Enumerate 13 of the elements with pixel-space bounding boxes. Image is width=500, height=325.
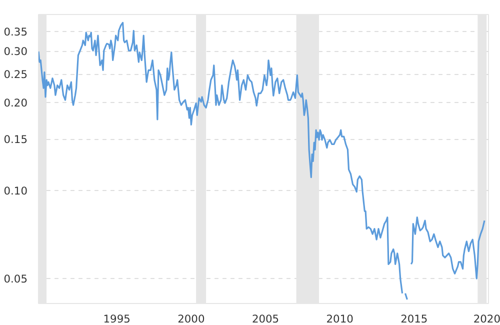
y-tick-label: 0.25 <box>4 68 28 82</box>
x-tick-label: 2000 <box>178 312 205 325</box>
y-tick-label: 0.35 <box>4 25 28 38</box>
y-tick-label: 0.15 <box>4 133 28 146</box>
y-tick-label: 0.05 <box>4 272 28 286</box>
x-tick-label: 2020 <box>473 312 500 325</box>
x-tick-label: 1995 <box>103 312 130 325</box>
x-tick-label: 2010 <box>326 312 354 325</box>
y-tick-label: 0.30 <box>4 45 28 58</box>
x-tick-label: 2015 <box>400 312 428 325</box>
y-tick-label: 0.20 <box>4 96 28 110</box>
y-tick-label: 0.10 <box>4 184 28 198</box>
x-tick-label: 2005 <box>252 312 280 325</box>
